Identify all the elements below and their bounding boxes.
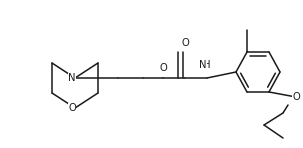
Text: O: O: [159, 63, 167, 73]
Text: N: N: [199, 60, 207, 70]
Text: H: H: [203, 60, 211, 70]
Text: O: O: [292, 92, 300, 102]
Text: O: O: [68, 103, 76, 113]
Text: O: O: [181, 38, 189, 48]
Text: N: N: [68, 73, 76, 83]
